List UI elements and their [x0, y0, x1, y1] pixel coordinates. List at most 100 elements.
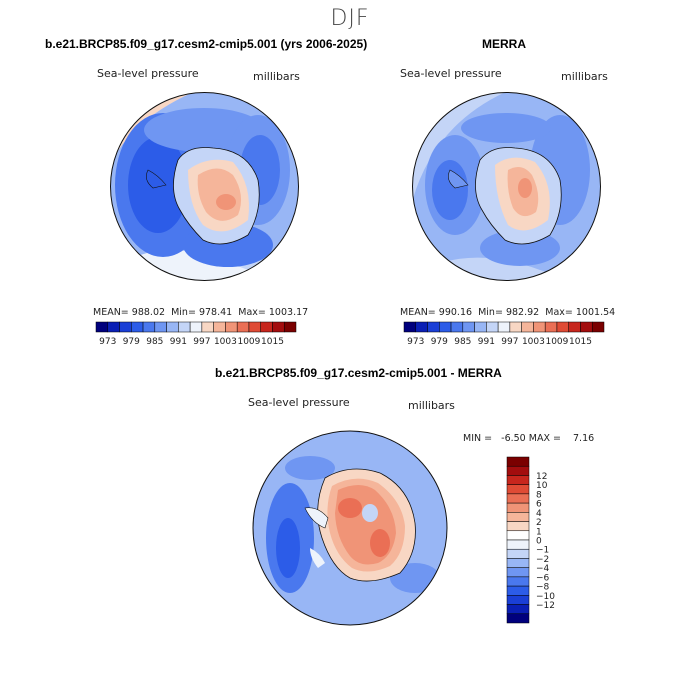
- colorbar-swatch: [506, 456, 530, 467]
- colorbar-swatch: [506, 465, 530, 476]
- colorbar-tick-label: 6: [536, 500, 542, 510]
- panel-1-mean-label: MEAN=: [93, 307, 129, 318]
- colorbar-tick-label: 985: [454, 337, 471, 347]
- colorbar-tick-label: −4: [536, 564, 550, 574]
- panel-2-max: 1001.54: [575, 307, 616, 318]
- colorbar-swatch: [462, 321, 475, 333]
- colorbar-swatch: [166, 321, 179, 333]
- colorbar-tick-label: 4: [536, 509, 542, 519]
- panel-2-title: MERRA: [482, 37, 526, 51]
- panel-1-units: millibars: [253, 70, 300, 83]
- colorbar-swatch: [506, 595, 530, 605]
- colorbar-tick-label: 997: [501, 337, 518, 347]
- panel-3-title: b.e21.BRCP85.f09_g17.cesm2-cmip5.001 - M…: [215, 366, 502, 380]
- colorbar-tick-label: 12: [536, 472, 547, 482]
- panel-2-variable: Sea-level pressure: [400, 67, 502, 80]
- colorbar-swatch: [213, 321, 226, 333]
- panel-3-units: millibars: [408, 399, 455, 412]
- colorbar-swatch: [544, 321, 558, 333]
- colorbar-swatch: [506, 585, 530, 596]
- colorbar-swatch: [248, 321, 261, 333]
- colorbar-tick-label: 979: [431, 337, 448, 347]
- colorbar-swatch: [415, 321, 428, 333]
- colorbar-swatch: [509, 321, 522, 333]
- panel-1-stats: MEAN= 988.02 Min= 978.41 Max= 1003.17: [93, 307, 308, 318]
- panel-2-mean-label: MEAN=: [400, 307, 436, 318]
- panel-1-mean: 988.02: [131, 307, 166, 318]
- colorbar-swatch: [521, 321, 534, 333]
- colorbar-swatch: [189, 321, 203, 333]
- colorbar-tick-label: −8: [536, 583, 550, 593]
- colorbar-tick-label: 991: [478, 337, 495, 347]
- colorbar-tick-label: −10: [536, 592, 555, 602]
- colorbar-tick-label: 1: [536, 527, 542, 537]
- colorbar-tick-label: −6: [536, 573, 550, 583]
- colorbar-tick-label: 10: [536, 481, 548, 491]
- panel-3-stats: MIN = -6.50 MAX = 7.16: [463, 433, 595, 444]
- colorbar-swatch: [474, 321, 487, 333]
- colorbar-swatch: [591, 321, 605, 333]
- colorbar-swatch: [506, 502, 530, 513]
- colorbar-swatch: [225, 321, 238, 333]
- colorbar-tick-label: 1015: [569, 337, 592, 347]
- colorbar-swatch: [580, 321, 593, 333]
- colorbar-swatch: [506, 576, 530, 587]
- panel-3-map: [252, 430, 448, 626]
- colorbar-swatch: [506, 567, 530, 578]
- colorbar-tick-label: 8: [536, 490, 542, 500]
- colorbar-tick-label: 985: [146, 337, 163, 347]
- panel-2-map: [412, 92, 601, 281]
- colorbar-swatch: [178, 321, 191, 333]
- panel-1-min: 978.41: [198, 307, 233, 318]
- colorbar-swatch: [95, 321, 109, 333]
- colorbar-swatch: [506, 558, 530, 568]
- colorbar-swatch: [486, 321, 499, 333]
- colorbar-swatch: [506, 530, 530, 541]
- colorbar-swatch: [506, 613, 530, 624]
- colorbar-swatch: [142, 321, 156, 333]
- panel-2-stats: MEAN= 990.16 Min= 982.92 Max= 1001.54: [400, 307, 615, 318]
- panel-2-max-label: Max=: [545, 307, 573, 318]
- colorbar-swatch: [506, 521, 530, 532]
- colorbar-swatch: [107, 321, 120, 333]
- colorbar-swatch: [506, 539, 530, 550]
- colorbar-tick-label: 973: [407, 337, 424, 347]
- colorbar-swatch: [201, 321, 214, 333]
- colorbar-tick-label: 1003: [214, 337, 237, 347]
- colorbar-tick-label: 1003: [522, 337, 545, 347]
- colorbar-tick-label: 2: [536, 518, 542, 528]
- colorbar-tick-label: 1009: [545, 337, 568, 347]
- colorbar-tick-label: −1: [536, 546, 549, 556]
- panel-2-min: 982.92: [505, 307, 540, 318]
- colorbar-tick-label: 1009: [237, 337, 260, 347]
- colorbar-swatch: [260, 321, 273, 333]
- colorbar-tick-label: −2: [536, 555, 549, 565]
- colorbar-swatch: [497, 321, 511, 333]
- colorbar-swatch: [506, 475, 530, 485]
- colorbar-swatch: [283, 321, 297, 333]
- colorbar-swatch: [556, 321, 569, 333]
- colorbar-tick-label: 0: [536, 537, 542, 547]
- colorbar-swatch: [506, 493, 530, 504]
- page-title: DJF: [330, 6, 370, 31]
- colorbar-swatch: [131, 321, 144, 333]
- panel-1-max: 1003.17: [268, 307, 309, 318]
- panel-3-variable: Sea-level pressure: [248, 396, 350, 409]
- colorbar-swatch: [506, 512, 530, 522]
- colorbar-swatch: [272, 321, 285, 333]
- colorbar-swatch: [506, 484, 530, 495]
- colorbar-swatch: [568, 321, 581, 333]
- colorbar-tick-label: 1015: [261, 337, 284, 347]
- panel-1-title: b.e21.BRCP85.f09_g17.cesm2-cmip5.001 (yr…: [45, 37, 368, 51]
- colorbar-swatch: [506, 548, 530, 559]
- colorbar-swatch: [154, 321, 167, 333]
- colorbar-swatch: [533, 321, 546, 333]
- panel-1-map: [110, 92, 299, 281]
- colorbar-swatch: [450, 321, 464, 333]
- panel-2-units: millibars: [561, 70, 608, 83]
- colorbar-swatch: [236, 321, 250, 333]
- panel-1-variable: Sea-level pressure: [97, 67, 199, 80]
- colorbar-tick-label: 997: [193, 337, 210, 347]
- panel-1-max-label: Max=: [238, 307, 266, 318]
